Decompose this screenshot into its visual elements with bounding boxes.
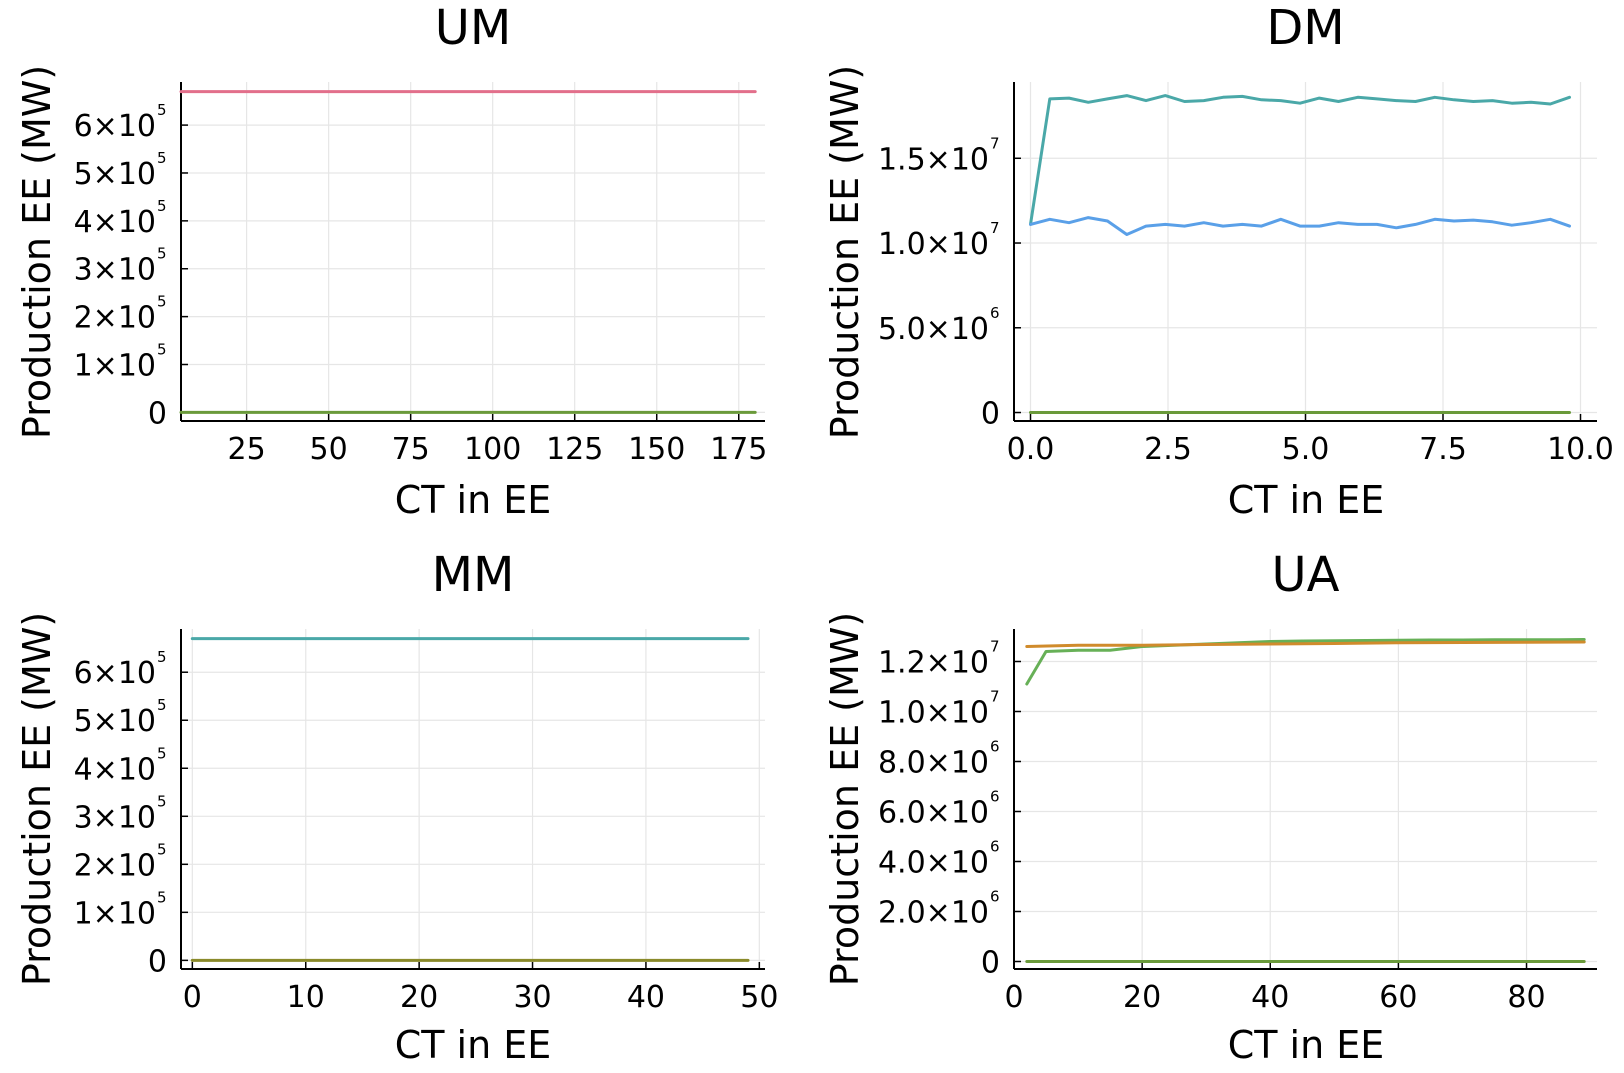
ua-series-line-1 (1025, 638, 1586, 686)
ua-chart-title: UA (1272, 547, 1340, 603)
ua-y-tick-exponent: 6 (990, 888, 1000, 906)
mm-y-tick-exponent: 5 (157, 744, 167, 762)
mm-y-tick-label: 3×10 (74, 800, 156, 835)
um-x-tick-label: 50 (310, 432, 348, 467)
um-y-tick-exponent: 5 (157, 101, 167, 119)
ua-y-tick-exponent: 7 (990, 638, 1000, 656)
mm-y-tick-exponent: 5 (157, 696, 167, 714)
mm-x-tick-label: 10 (287, 980, 325, 1015)
dm-y-tick-exponent: 6 (990, 304, 1000, 322)
dm-y-tick-label: 1.0×10 (878, 227, 989, 262)
ua-x-axis-label: CT in EE (1228, 1023, 1385, 1067)
ua-y-tick-label: 1.0×10 (878, 696, 989, 731)
um-y-tick-label: 5×10 (74, 157, 156, 192)
mm-x-tick-label: 50 (740, 980, 778, 1015)
dm-series-line-2 (1029, 216, 1571, 236)
dm-y-tick-label: 0 (981, 397, 1000, 432)
um-x-tick-label: 25 (228, 432, 266, 467)
mm-x-axis-label: CT in EE (395, 1023, 552, 1067)
dm-y-tick-exponent: 7 (990, 134, 1000, 152)
ua-y-tick-label: 2.0×10 (878, 896, 989, 931)
dm-y-tick-exponent: 7 (990, 219, 1000, 237)
mm-x-tick-label: 0 (183, 980, 202, 1015)
mm-y-tick-label: 6×10 (74, 656, 156, 691)
ua-x-tick-label: 60 (1379, 980, 1417, 1015)
um-y-tick-exponent: 5 (157, 197, 167, 215)
mm-y-tick-exponent: 5 (157, 840, 167, 858)
um-y-tick-exponent: 5 (157, 245, 167, 263)
mm-y-axis-label: Production EE (MW) (15, 612, 59, 986)
um-y-tick-exponent: 5 (157, 149, 167, 167)
dm-chart-title: DM (1266, 0, 1344, 56)
ua-series-line-2 (1025, 640, 1586, 648)
mm-x-tick-label: 40 (627, 980, 665, 1015)
dm-x-tick-label: 0.0 (1007, 432, 1055, 467)
mm-y-tick-label: 5×10 (74, 704, 156, 739)
dm-y-tick-label: 5.0×10 (878, 312, 989, 347)
dm-x-tick-label: 2.5 (1144, 432, 1192, 467)
um-y-tick-exponent: 5 (157, 293, 167, 311)
dm-y-tick-label: 1.5×10 (878, 142, 989, 177)
mm-y-tick-label: 4×10 (74, 752, 156, 787)
mm-x-tick-label: 20 (400, 980, 438, 1015)
um-y-tick-label: 4×10 (74, 205, 156, 240)
mm-y-tick-label: 0 (148, 944, 167, 979)
ua-x-tick-label: 20 (1123, 980, 1161, 1015)
ua-x-tick-label: 0 (1004, 980, 1023, 1015)
dm-x-tick-label: 5.0 (1282, 432, 1330, 467)
ua-y-tick-exponent: 7 (990, 688, 1000, 706)
ua-y-tick-label: 8.0×10 (878, 746, 989, 781)
ua-y-tick-label: 1.2×10 (878, 646, 989, 681)
dm-x-tick-label: 7.5 (1419, 432, 1467, 467)
um-x-tick-label: 100 (464, 432, 521, 467)
ua-y-axis-label: Production EE (MW) (823, 612, 867, 986)
um-y-tick-label: 0 (148, 396, 167, 431)
mm-chart-title: MM (432, 547, 515, 603)
mm-y-tick-exponent: 5 (157, 648, 167, 666)
um-y-tick-exponent: 5 (157, 341, 167, 359)
dm-x-axis-label: CT in EE (1228, 478, 1385, 522)
dm-x-tick-label: 10.0 (1547, 432, 1614, 467)
um-x-tick-label: 175 (710, 432, 767, 467)
ua-y-tick-label: 0 (981, 946, 1000, 981)
ua-x-tick-label: 80 (1507, 980, 1545, 1015)
um-x-tick-label: 150 (628, 432, 685, 467)
um-y-tick-label: 2×10 (74, 301, 156, 336)
mm-y-tick-label: 2×10 (74, 848, 156, 883)
ua-y-tick-exponent: 6 (990, 838, 1000, 856)
ua-y-tick-exponent: 6 (990, 788, 1000, 806)
ua-y-tick-label: 4.0×10 (878, 846, 989, 881)
mm-y-tick-exponent: 5 (157, 792, 167, 810)
ua-y-tick-exponent: 6 (990, 738, 1000, 756)
dm-series-line-1 (1029, 94, 1571, 226)
um-x-tick-label: 75 (392, 432, 430, 467)
dm-y-axis-label: Production EE (MW) (823, 65, 867, 439)
mm-y-tick-label: 1×10 (74, 896, 156, 931)
um-chart-title: UM (435, 0, 512, 56)
ua-x-tick-label: 40 (1251, 980, 1289, 1015)
mm-x-tick-label: 30 (513, 980, 551, 1015)
um-y-tick-label: 3×10 (74, 253, 156, 288)
um-y-tick-label: 6×10 (74, 109, 156, 144)
um-y-axis-label: Production EE (MW) (15, 65, 59, 439)
ua-y-tick-label: 6.0×10 (878, 796, 989, 831)
um-x-tick-label: 125 (546, 432, 603, 467)
mm-y-tick-exponent: 5 (157, 888, 167, 906)
um-y-tick-label: 1×10 (74, 349, 156, 384)
um-x-axis-label: CT in EE (395, 478, 552, 522)
subplot-dm: 0.0 2.5 5.0 7.5 10.005.0×10 61.0×10 71.5×10 7DM… (823, 0, 1614, 522)
